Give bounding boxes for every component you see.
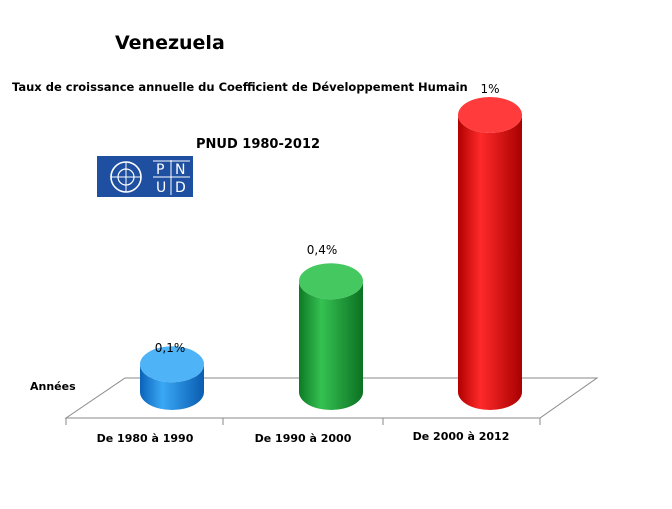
x-tick-label-2: De 1990 à 2000 [255, 432, 352, 445]
bar-top-3 [458, 97, 522, 133]
bar-top-1 [140, 346, 204, 383]
logo-letter-n: N [175, 162, 185, 178]
data-label-2: 0,4% [307, 243, 338, 257]
bar-body-1 [140, 364, 204, 410]
bar-2 [299, 263, 363, 410]
undp-logo: P N U D [97, 156, 193, 197]
data-label-1: 0,1% [155, 341, 186, 355]
logo-letter-d: D [175, 180, 186, 196]
chart-title: Venezuela [115, 32, 225, 54]
bars [140, 97, 522, 410]
chart-subtitle: Taux de croissance annuelle du Coefficie… [12, 80, 468, 94]
x-tick-label-3: De 2000 à 2012 [413, 430, 510, 443]
logo-letter-u: U [156, 180, 166, 196]
x-tick-label-1: De 1980 à 1990 [97, 432, 194, 445]
bar-3 [458, 97, 522, 410]
bar-top-2 [299, 263, 363, 300]
logo-letter-p: P [156, 162, 164, 178]
bar-body-2 [299, 281, 363, 410]
x-axis-title: Années [30, 380, 76, 393]
bar-1 [140, 346, 204, 410]
data-label-3: 1% [480, 82, 499, 96]
bar-body-3 [458, 115, 522, 410]
source-label: PNUD 1980-2012 [196, 137, 320, 152]
